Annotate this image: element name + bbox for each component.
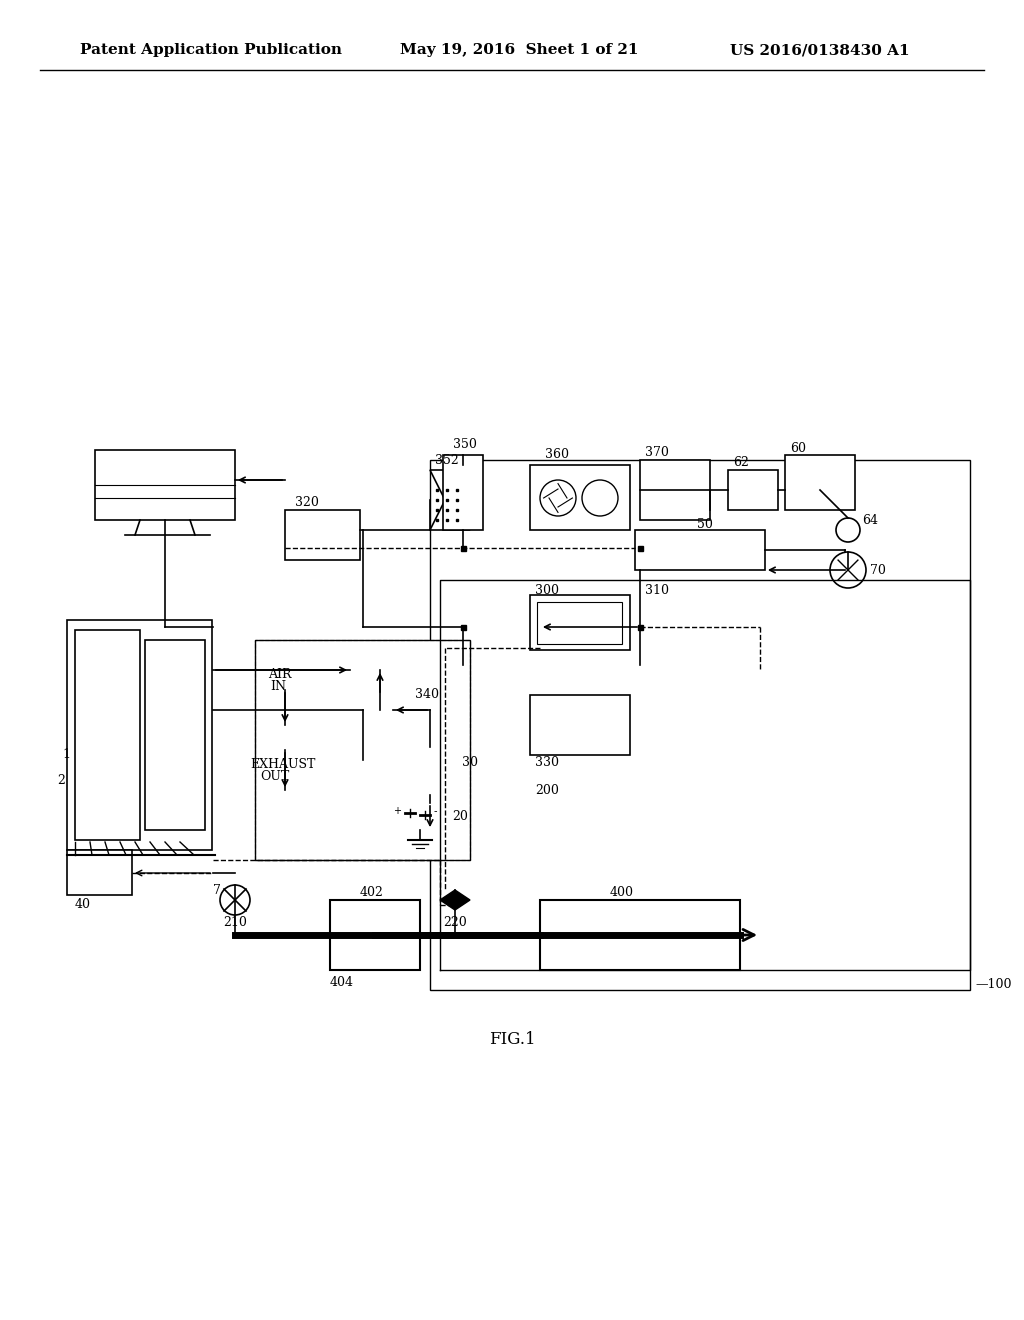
Text: 2: 2: [57, 774, 65, 787]
Bar: [540, 900, 740, 970]
Bar: [443, 455, 483, 531]
Text: +: +: [393, 807, 401, 816]
Bar: [67, 620, 212, 850]
Text: 200: 200: [535, 784, 559, 796]
Text: 400: 400: [610, 886, 634, 899]
Text: 370: 370: [645, 446, 669, 458]
Text: 1: 1: [62, 748, 70, 762]
Bar: [461, 624, 466, 630]
Bar: [145, 640, 205, 830]
Text: 310: 310: [645, 583, 669, 597]
Bar: [537, 602, 622, 644]
Bar: [95, 450, 234, 520]
Bar: [638, 624, 642, 630]
Text: 350: 350: [453, 438, 477, 451]
Text: 320: 320: [295, 495, 318, 508]
Text: -: -: [433, 807, 437, 816]
Text: 64: 64: [862, 513, 878, 527]
Bar: [368, 710, 393, 760]
Text: 70: 70: [870, 564, 886, 577]
Polygon shape: [350, 671, 410, 710]
Bar: [255, 640, 470, 861]
Text: 352: 352: [435, 454, 459, 466]
Text: 220: 220: [443, 916, 467, 928]
Polygon shape: [430, 470, 470, 531]
Bar: [530, 595, 630, 649]
Text: 50: 50: [697, 519, 713, 532]
Bar: [390, 795, 445, 830]
Text: 402: 402: [360, 886, 384, 899]
Text: Patent Application Publication: Patent Application Publication: [80, 44, 342, 57]
Text: 340: 340: [415, 689, 439, 701]
Text: 60: 60: [790, 441, 806, 454]
Text: US 2016/0138430 A1: US 2016/0138430 A1: [730, 44, 909, 57]
Text: EXHAUST: EXHAUST: [250, 759, 315, 771]
Bar: [640, 459, 710, 520]
Text: AIR: AIR: [268, 668, 292, 681]
Text: 7: 7: [213, 883, 221, 896]
Bar: [67, 850, 132, 895]
Bar: [785, 455, 855, 510]
Text: 300: 300: [535, 583, 559, 597]
Bar: [330, 900, 420, 970]
Bar: [728, 470, 778, 510]
Text: 210: 210: [223, 916, 247, 928]
Bar: [530, 696, 630, 755]
Bar: [285, 510, 360, 560]
Text: OUT: OUT: [260, 771, 289, 784]
Bar: [430, 459, 970, 990]
Bar: [75, 630, 140, 840]
Text: 404: 404: [330, 975, 354, 989]
Bar: [638, 545, 642, 550]
Text: 20: 20: [452, 809, 468, 822]
Text: IN: IN: [270, 681, 286, 693]
Text: 62: 62: [733, 455, 749, 469]
Text: 360: 360: [545, 449, 569, 462]
Text: 330: 330: [535, 755, 559, 768]
Text: FIG.1: FIG.1: [488, 1031, 536, 1048]
Text: 30: 30: [462, 755, 478, 768]
Text: —100: —100: [975, 978, 1012, 991]
Text: May 19, 2016  Sheet 1 of 21: May 19, 2016 Sheet 1 of 21: [400, 44, 639, 57]
Polygon shape: [440, 890, 470, 909]
Text: 40: 40: [75, 899, 91, 912]
Bar: [635, 531, 765, 570]
Bar: [530, 465, 630, 531]
Bar: [461, 545, 466, 550]
